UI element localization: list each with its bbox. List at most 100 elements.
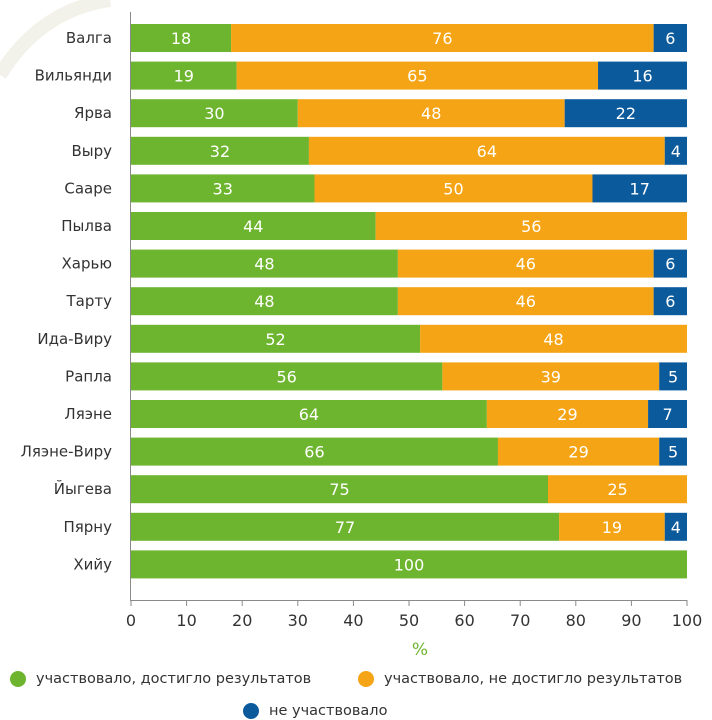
data-label: 19: [602, 518, 622, 537]
data-label: 48: [254, 292, 274, 311]
x-tick-label: 100: [672, 611, 703, 630]
bar-segment: [664, 512, 687, 541]
x-tick-label: 0: [126, 611, 136, 630]
data-label: 6: [665, 29, 675, 48]
legend-item-achieved: участвовало, достигло результатов: [10, 671, 311, 687]
bar-segment: [420, 324, 687, 353]
category-label: Ляэне: [64, 405, 112, 423]
data-label: 48: [254, 255, 274, 274]
data-label: 6: [665, 292, 675, 311]
data-label: 75: [329, 480, 349, 499]
legend-item-not-participated: не участвовало: [243, 703, 387, 719]
data-label: 4: [671, 518, 681, 537]
category-label: Пылва: [61, 217, 112, 235]
bar-segment: [592, 174, 687, 203]
bar-segment: [653, 24, 687, 52]
bar-segment: [653, 249, 687, 278]
data-label: 48: [421, 104, 441, 123]
category-label: Харью: [62, 255, 112, 273]
bar-segment: [664, 136, 687, 165]
bar-segment: [131, 136, 309, 165]
bar-segment: [397, 249, 654, 278]
x-tick-label: 20: [232, 611, 252, 630]
bar-segment: [131, 287, 398, 316]
legend-item-not-achieved: участвовало, не достигло результатов: [358, 671, 682, 687]
bar-segment: [131, 400, 487, 428]
category-label: Ярва: [74, 104, 112, 122]
bar-segment: [131, 475, 548, 504]
x-tick-label: 40: [343, 611, 363, 630]
data-label: 46: [516, 292, 536, 311]
data-label: 5: [668, 443, 678, 462]
data-label: 50: [443, 179, 463, 198]
data-label: 64: [477, 142, 497, 161]
data-label: 29: [568, 443, 588, 462]
data-label: 64: [299, 405, 319, 424]
category-label: Валга: [66, 29, 112, 47]
legend-label: не участвовало: [269, 703, 388, 719]
data-label: 7: [662, 405, 672, 424]
data-label: 22: [616, 104, 636, 123]
bar-segment: [659, 437, 687, 466]
x-tick-label: 50: [399, 611, 419, 630]
bar-segment: [308, 136, 665, 165]
bar-segment: [548, 475, 687, 504]
data-label: 66: [304, 443, 324, 462]
category-label: Рапла: [65, 367, 112, 385]
x-tick-label: 10: [176, 611, 196, 630]
data-label: 17: [630, 179, 650, 198]
data-label: 29: [557, 405, 577, 424]
data-label: 76: [432, 29, 452, 48]
data-label: 56: [277, 367, 297, 386]
bar-segment: [486, 400, 649, 428]
data-label: 25: [607, 480, 627, 499]
bar-segment: [131, 99, 298, 128]
data-label: 56: [521, 217, 541, 236]
bar-segment: [131, 437, 498, 466]
data-label: 6: [665, 255, 675, 274]
legend-dot-green-icon: [10, 671, 26, 687]
data-label: 18: [171, 29, 191, 48]
x-axis-label: %: [412, 640, 428, 660]
data-label: 16: [632, 67, 652, 86]
bar-segment: [131, 24, 232, 52]
bar-segment: [131, 174, 315, 203]
x-tick-label: 70: [510, 611, 530, 630]
bar-segment: [598, 61, 687, 90]
category-label: Вильянди: [35, 67, 112, 85]
bar-segment: [236, 61, 599, 90]
bar-segment: [131, 362, 443, 391]
data-label: 39: [541, 367, 561, 386]
category-label: Ляэне-Виру: [21, 443, 113, 461]
x-tick-label: 90: [621, 611, 641, 630]
data-label: 77: [335, 518, 355, 537]
bar-segment: [559, 512, 665, 541]
legend-dot-blue-icon: [243, 703, 259, 719]
data-label: 65: [407, 67, 427, 86]
data-label: 48: [543, 330, 563, 349]
bar-segment: [648, 400, 687, 428]
x-tick-label: 30: [288, 611, 308, 630]
bar-segment: [131, 212, 376, 240]
legend-dot-orange-icon: [358, 671, 374, 687]
data-label: 52: [265, 330, 285, 349]
data-label: 4: [671, 142, 681, 161]
category-label: Сааре: [64, 179, 112, 197]
bar-segment: [314, 174, 593, 203]
bar-segment: [397, 287, 654, 316]
data-label: 30: [204, 104, 224, 123]
bar-segment: [564, 99, 687, 128]
data-label: 5: [668, 367, 678, 386]
category-label: Йыгева: [54, 479, 112, 498]
decorative-corner-arc: [0, 0, 112, 79]
bar-segment: [375, 212, 687, 240]
category-label: Выру: [71, 142, 112, 160]
data-label: 33: [213, 179, 233, 198]
bar-segment: [442, 362, 660, 391]
data-label: 100: [394, 555, 425, 574]
bar-segment: [231, 24, 654, 52]
data-label: 46: [516, 255, 536, 274]
bar-segment: [131, 249, 398, 278]
bar-segment: [653, 287, 687, 316]
